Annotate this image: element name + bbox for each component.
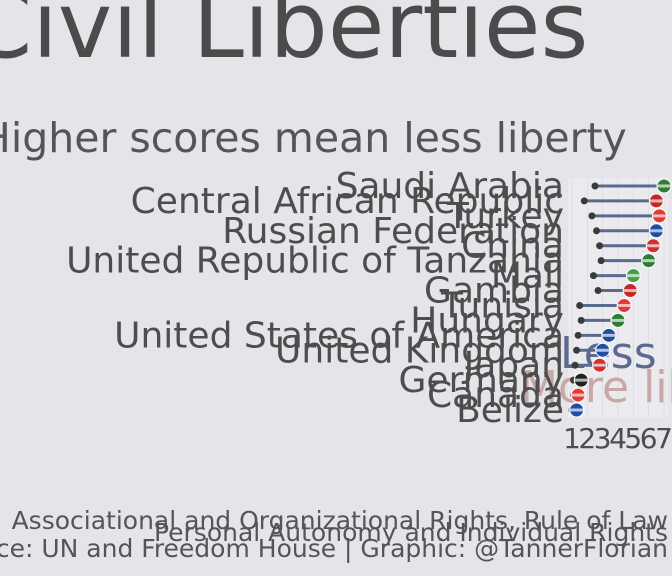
flag-stripe — [626, 274, 641, 278]
start-point — [576, 301, 584, 309]
category-label: China — [461, 226, 564, 267]
chart-caption: Associational and Organizational Rights,… — [11, 506, 668, 535]
x-tick-label: 7 — [655, 422, 672, 455]
chart-source: Source: UN and Freedom House | Graphic: … — [0, 534, 668, 563]
category-label: United Kingdom — [275, 330, 564, 371]
category-label: Hungary — [410, 300, 564, 341]
x-tick-label: 1 — [563, 422, 581, 455]
flag-stripe — [592, 363, 607, 367]
x-tick-label: 5 — [624, 422, 642, 455]
x-tick-label: 3 — [594, 422, 612, 455]
category-label: Russian Federation — [222, 211, 564, 252]
category-label: Gambia — [424, 271, 564, 312]
flag-stripe — [657, 184, 671, 188]
start-point — [580, 197, 588, 205]
category-label: Japan — [462, 345, 564, 386]
start-point — [597, 257, 605, 265]
start-point — [596, 242, 604, 250]
flag-stripe — [617, 303, 632, 307]
flag-stripe — [652, 214, 667, 218]
start-point — [589, 272, 597, 280]
flag-stripe — [569, 408, 584, 412]
chart-caption-2: Personal Autonomy and Individual Rights — [153, 518, 668, 547]
x-tick-label: 2 — [578, 422, 596, 455]
start-point — [577, 316, 585, 324]
flag-stripe — [574, 378, 589, 382]
category-label: United States of America — [114, 315, 564, 356]
start-point — [588, 212, 596, 220]
category-label: Saudi Arabia — [336, 166, 564, 207]
flag-stripe — [571, 393, 586, 397]
start-point — [593, 227, 601, 235]
chart-subtitle: Higher scores mean less liberty — [0, 114, 627, 162]
start-point — [574, 331, 582, 339]
category-label: Mali — [491, 256, 564, 297]
flag-stripe — [649, 229, 664, 233]
chart-title: Civil Liberties — [0, 0, 589, 79]
start-point — [573, 346, 581, 354]
flag-stripe — [595, 348, 610, 352]
flag-stripe — [649, 199, 664, 203]
x-tick-label: 4 — [609, 422, 627, 455]
category-label: Tunisia — [440, 285, 564, 326]
flag-stripe — [611, 318, 625, 322]
category-label: Germany — [399, 360, 564, 401]
category-label: Turkey — [446, 196, 564, 237]
flag-stripe — [601, 333, 616, 337]
start-point — [594, 287, 602, 295]
x-tick-label: 6 — [640, 422, 658, 455]
category-label: Belize — [456, 390, 564, 431]
start-point — [571, 361, 579, 369]
flag-stripe — [623, 289, 638, 293]
flag-stripe — [646, 244, 661, 248]
category-label: Central African Republic — [131, 181, 564, 222]
category-label: United Republic of Tanzania — [66, 241, 564, 282]
start-point — [591, 182, 599, 190]
category-label: Canada — [427, 375, 564, 416]
flag-stripe — [641, 259, 656, 263]
